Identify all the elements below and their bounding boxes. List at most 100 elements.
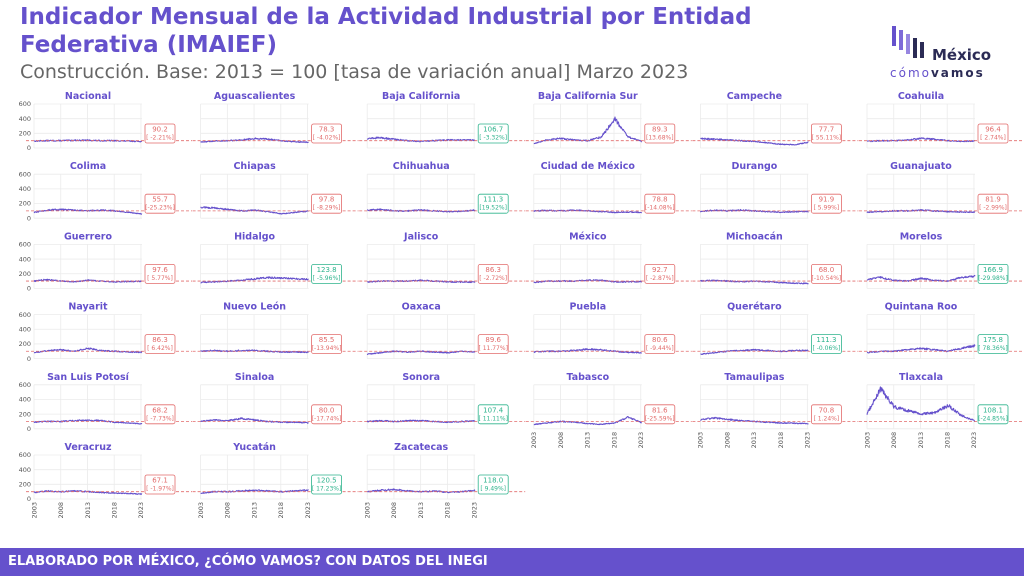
series-line: [866, 344, 976, 354]
change-label: [-10.54%]: [812, 275, 842, 282]
y-tick-label: 0: [27, 355, 31, 363]
x-tick-label: 2023: [804, 432, 812, 449]
change-label: [ 2.74%]: [980, 135, 1006, 142]
panel-28: Tamaulipas 70.8[ 1.24%] 2003 2008 2013 2018 20…: [692, 372, 859, 449]
panel-0: Nacional 600 400 200 0 90.2[ -2.21%]: [19, 91, 192, 152]
change-label: [ -3.32%]: [479, 135, 507, 142]
panel-title: Guerrero: [64, 231, 113, 242]
x-tick-label: 2018: [277, 502, 285, 519]
series-line: [866, 209, 976, 214]
x-tick-label: 2008: [224, 502, 232, 519]
panel-title: Campeche: [727, 91, 782, 102]
x-tick-label: 2018: [444, 502, 452, 519]
panel-14: Jalisco 86.3[ -2.72%]: [359, 231, 526, 289]
panel-title: Sinaloa: [235, 372, 274, 383]
value-label-box: [144, 404, 176, 425]
y-tick-label: 600: [19, 451, 31, 459]
panel-title: Yucatán: [232, 442, 276, 453]
panel-title: Querétaro: [727, 302, 782, 313]
series-line: [33, 347, 143, 354]
series-line: [866, 137, 976, 143]
small-multiples-chart: Nacional 600 400 200 0 90.2[ -2.21%] Aguascali…: [19, 91, 1024, 519]
value-label: 78.3: [319, 126, 335, 134]
change-label: [ 5.77%]: [147, 275, 173, 282]
panel-30: Veracruz 600 400 200 0 67.1[ -1.97%] 2003 2008 2…: [19, 442, 192, 519]
value-label-box: [311, 193, 343, 214]
value-label: 89.6: [485, 336, 501, 344]
value-label-box: [811, 404, 842, 425]
panel-title: Tabasco: [566, 372, 609, 383]
change-label: [ 9.49%]: [480, 486, 506, 493]
value-label-box: [977, 123, 1009, 144]
panel-27: Tabasco 81.6[-25.59%] 2003 2008 2013 2018 2023: [525, 372, 692, 449]
x-tick-label: 2013: [250, 502, 258, 519]
y-tick-label: 0: [27, 214, 31, 222]
y-tick-label: 400: [19, 325, 31, 333]
x-tick-label: 2008: [57, 502, 65, 519]
value-label-box: [644, 193, 676, 214]
panel-4: Campeche 77.7[ 55.11%]: [692, 91, 859, 149]
panel-29: Tlaxcala 108.1[-24.85%] 2003 2008 2013 2018 20…: [859, 372, 1024, 449]
panel-title: Durango: [731, 161, 777, 172]
change-label: [ -2.87%]: [646, 275, 674, 282]
series-line: [700, 416, 809, 425]
x-tick-label: 2018: [943, 432, 951, 449]
value-label-box: [477, 474, 509, 495]
value-label: 166.9: [983, 266, 1003, 274]
panel-20: Oaxaca 89.6[ 11.77%]: [359, 302, 526, 360]
panel-10: Durango 91.9[ 5.99%]: [692, 161, 859, 219]
value-label-box: [144, 263, 176, 284]
logo-brand-bold: vamos: [930, 66, 985, 80]
series-line: [699, 208, 809, 214]
panel-18: Nayarit 600 400 200 0 86.3[ 6.42%]: [19, 302, 192, 363]
value-label: 77.7: [819, 126, 835, 134]
change-label: [ 78.36%]: [978, 345, 1007, 352]
panel-title: Coahuila: [898, 91, 944, 102]
panel-title: Nacional: [65, 91, 111, 102]
value-label-box: [644, 404, 676, 425]
change-label: [ 1.24%]: [814, 415, 840, 422]
change-label: [-17.74%]: [312, 415, 342, 422]
value-label: 91.9: [819, 196, 835, 204]
value-label-box: [977, 263, 1009, 284]
value-label: 97.8: [319, 196, 335, 204]
panel-title: Quintana Roo: [885, 302, 958, 313]
panel-title: Ciudad de México: [541, 161, 636, 172]
x-tick-label: 2013: [584, 432, 592, 449]
value-label: 89.3: [652, 126, 668, 134]
value-label: 68.2: [152, 406, 168, 414]
panel-15: México 92.7[ -2.87%]: [525, 231, 692, 289]
logo-bars-icon: [892, 26, 924, 58]
panel-17: Morelos 166.9[-29.98%]: [859, 231, 1024, 289]
chart-subtitle: Construcción. Base: 2013 = 100 [tasa de …: [20, 61, 689, 83]
change-label: [-25.23%]: [145, 205, 175, 212]
y-tick-label: 200: [19, 481, 31, 489]
change-label: [ -9.44%]: [646, 345, 674, 352]
value-label-box: [311, 123, 343, 144]
x-tick-label: 2003: [197, 502, 205, 519]
value-label: 92.7: [652, 266, 668, 274]
value-label-box: [644, 263, 676, 284]
panel-25: Sinaloa 80.0[-17.74%]: [192, 372, 359, 430]
value-label: 123.8: [317, 266, 337, 274]
y-tick-label: 600: [19, 311, 31, 319]
value-label-box: [811, 193, 842, 214]
value-label-box: [144, 193, 176, 214]
series-line: [366, 136, 476, 143]
logo-brand-light: cómo: [890, 66, 931, 80]
footer-credit: ELABORADO POR MÉXICO, ¿CÓMO VAMOS? CON D…: [0, 548, 1024, 576]
series-line: [866, 386, 976, 422]
value-label: 55.7: [152, 196, 168, 204]
value-label-box: [644, 334, 676, 355]
value-label-box: [144, 123, 176, 144]
series-line: [200, 206, 309, 215]
x-tick-label: 2013: [84, 502, 92, 519]
value-label: 118.0: [483, 477, 503, 485]
value-label-box: [977, 404, 1009, 425]
y-tick-label: 400: [19, 185, 31, 193]
value-label: 86.3: [485, 266, 501, 274]
value-label-box: [811, 263, 842, 284]
x-tick-label: 2023: [637, 432, 645, 449]
panel-title: Colima: [70, 161, 106, 172]
panel-23: Quintana Roo 175.8[ 78.36%]: [859, 302, 1024, 360]
